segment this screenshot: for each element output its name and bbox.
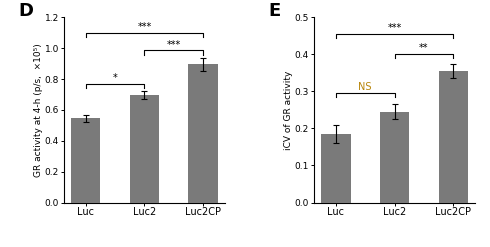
Text: E: E — [269, 2, 281, 21]
Text: ***: *** — [167, 40, 181, 50]
Bar — [439, 71, 468, 203]
Text: D: D — [19, 2, 33, 21]
Text: **: ** — [419, 43, 429, 53]
Y-axis label: GR activity at 4-h (p/s,  ×10⁵): GR activity at 4-h (p/s, ×10⁵) — [34, 43, 43, 177]
Bar — [380, 112, 409, 203]
Text: ***: *** — [137, 22, 151, 32]
Bar — [321, 134, 350, 203]
Bar — [130, 95, 159, 203]
Text: NS: NS — [359, 82, 372, 92]
Text: *: * — [113, 73, 118, 83]
Y-axis label: iCV of GR activity: iCV of GR activity — [284, 70, 293, 150]
Bar — [71, 118, 100, 203]
Text: ***: *** — [388, 23, 402, 33]
Bar — [189, 64, 218, 203]
